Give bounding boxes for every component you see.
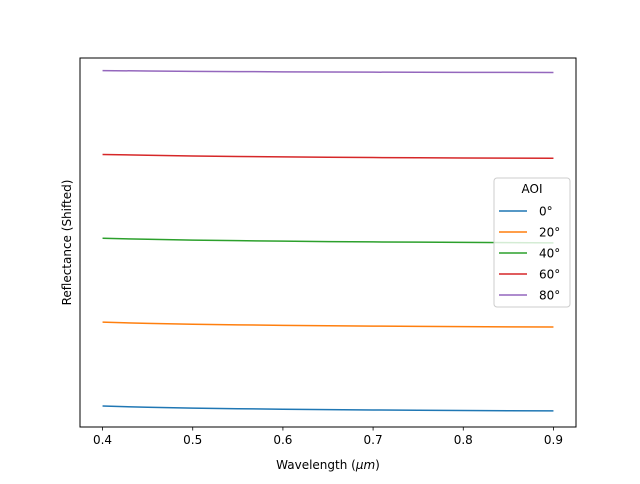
series-layer: [102, 69, 554, 412]
legend-title: AOI: [522, 182, 543, 196]
y-axis-label: Reflectance (Shifted): [60, 180, 74, 306]
legend: AOI 0° 20° 40° 60° 80°: [493, 177, 571, 308]
x-axis-label-unit: μm: [355, 458, 375, 472]
legend-label-3: 60°: [539, 268, 560, 282]
x-axis-label-close: ): [375, 458, 380, 472]
legend-label-4: 80°: [539, 289, 560, 303]
x-tick-label: 0.7: [364, 433, 383, 447]
series-line-4: [102, 69, 554, 74]
legend-label-0: 0°: [539, 205, 553, 219]
x-axis-ticks: 0.4 0.5 0.6 0.7 0.8 0.9: [93, 427, 563, 447]
legend-label-1: 20°: [539, 226, 560, 240]
series-line-1: [102, 321, 554, 328]
series-line-3: [102, 153, 554, 160]
x-axis-label: Wavelength (μm): [276, 458, 380, 472]
x-tick-label: 0.8: [454, 433, 473, 447]
series-line-0: [102, 405, 554, 412]
plot-frame: [79, 57, 577, 428]
x-tick-label: 0.6: [273, 433, 292, 447]
x-tick-label: 0.4: [93, 433, 112, 447]
legend-label-2: 40°: [539, 247, 560, 261]
x-tick-label: 0.9: [544, 433, 563, 447]
x-tick-label: 0.5: [183, 433, 202, 447]
series-line-2: [102, 237, 554, 244]
x-axis-label-text: Wavelength (: [276, 458, 356, 472]
